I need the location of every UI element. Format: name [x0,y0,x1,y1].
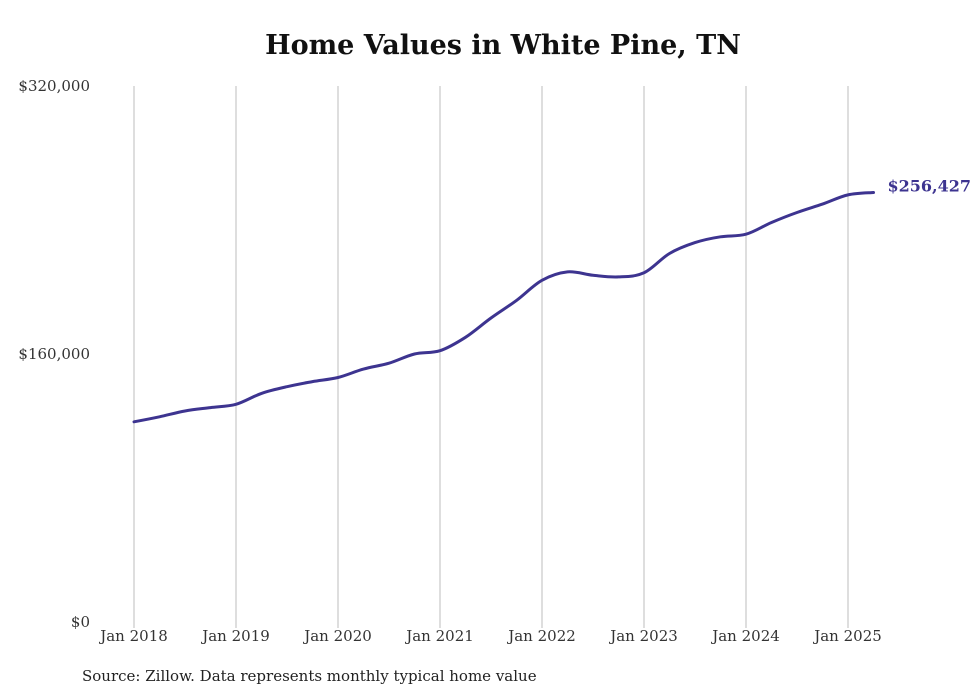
series-layer: $256,427 [132,176,972,424]
end-value-label: $256,427 [888,176,972,195]
x-axis-ticks: Jan 2018 Jan 2019 Jan 2020 Jan 2021 Jan 2022… [98,627,882,645]
x-tick-label: Jan 2020 [302,627,372,645]
y-tick-label: $160,000 [18,345,90,363]
x-tick-label: Jan 2025 [812,627,882,645]
y-axis-ticks: $0 $160,000 $320,000 [18,77,90,631]
chart-title: Home Values in White Pine, TN [265,30,741,61]
x-tick-label: Jan 2018 [98,627,168,645]
y-tick-label: $0 [71,613,90,631]
x-tick-label: Jan 2023 [608,627,678,645]
grid-lines [133,86,849,628]
y-tick-label: $320,000 [18,77,90,95]
series-line [132,191,875,424]
x-tick-label: Jan 2019 [200,627,270,645]
x-tick-label: Jan 2022 [506,627,576,645]
x-tick-label: Jan 2021 [404,627,474,645]
source-note: Source: Zillow. Data represents monthly … [82,667,537,685]
x-tick-label: Jan 2024 [710,627,780,645]
